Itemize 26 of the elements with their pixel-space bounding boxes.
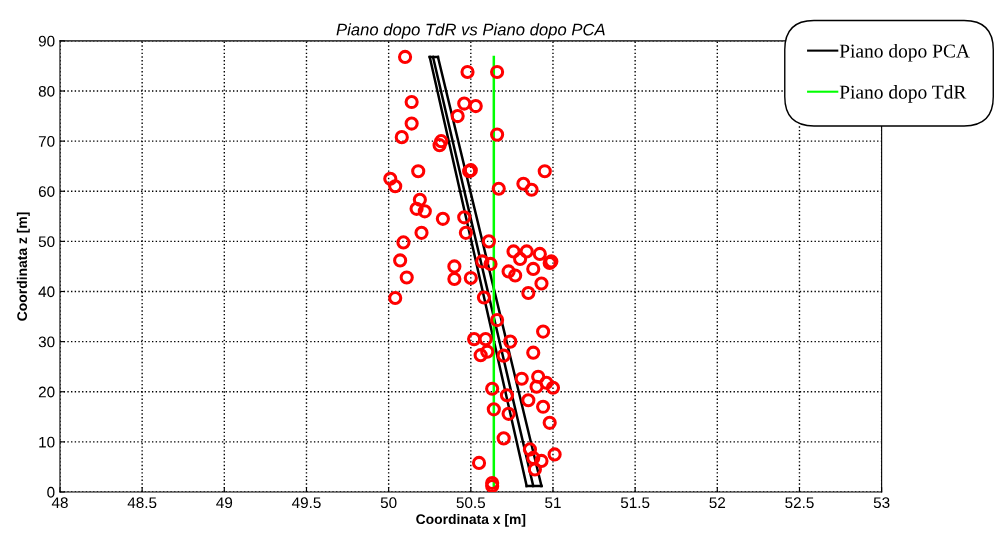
y-tick-label: 70: [38, 136, 55, 147]
x-tick-label: 53: [873, 497, 890, 509]
y-tick-label: 30: [38, 336, 55, 348]
x-axis-title: Coordinata x [m]: [416, 513, 526, 527]
y-axis-title: Coordinata z [m]: [16, 212, 30, 321]
y-tick-label: 0: [47, 486, 55, 498]
y-tick-label: 20: [38, 386, 55, 398]
y-tick-label: 90: [38, 35, 55, 47]
x-tick-label: 51: [545, 497, 561, 509]
y-tick-label: 60: [38, 186, 55, 197]
x-tick-label: 51.5: [620, 497, 650, 509]
x-tick-label: 48: [51, 497, 68, 509]
x-tick-label: 48.5: [127, 497, 157, 509]
legend-label: Piano dopo PCA: [839, 43, 970, 62]
y-tick-label: 10: [39, 436, 55, 448]
x-tick-label: 49: [216, 497, 233, 509]
y-tick-label: 80: [38, 85, 55, 97]
x-tick-label: 49.5: [291, 497, 321, 509]
x-tick-label: 52.5: [785, 497, 814, 509]
chart-title: Piano dopo TdR vs Piano dopo PCA: [336, 23, 605, 39]
legend-label: Piano dopo TdR: [839, 85, 967, 103]
y-tick-label: 40: [38, 286, 55, 298]
x-tick-label: 50.5: [456, 497, 486, 509]
x-tick-label: 50: [380, 497, 397, 509]
y-tick-label: 50: [38, 236, 55, 248]
x-tick-label: 52: [709, 497, 726, 509]
